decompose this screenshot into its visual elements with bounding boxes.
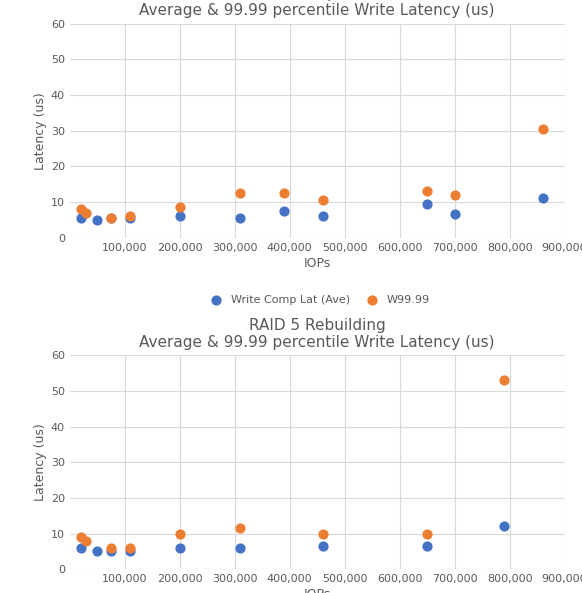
Title: RAID 5 Rebuilding
Average & 99.99 percentile Write Latency (us): RAID 5 Rebuilding Average & 99.99 percen… (140, 318, 495, 350)
W99.99 (423, 187, 432, 196)
Write Comp Lat (Ave) (175, 212, 184, 221)
Write Comp Lat (Ave) (76, 543, 86, 553)
W99.99 (318, 196, 327, 205)
Write Comp Lat (Ave) (236, 213, 245, 223)
Write Comp Lat (Ave) (538, 194, 547, 203)
W99.99 (76, 533, 86, 542)
Write Comp Lat (Ave) (107, 547, 116, 556)
Write Comp Lat (Ave) (76, 213, 86, 223)
Write Comp Lat (Ave) (499, 522, 509, 531)
Write Comp Lat (Ave) (93, 547, 102, 556)
Write Comp Lat (Ave) (126, 213, 135, 223)
W99.99 (236, 524, 245, 533)
Write Comp Lat (Ave) (107, 213, 116, 223)
Title: RAID 5 Optimal
Average & 99.99 percentile Write Latency (us): RAID 5 Optimal Average & 99.99 percentil… (140, 0, 495, 18)
Write Comp Lat (Ave) (279, 206, 289, 216)
W99.99 (126, 543, 135, 553)
Write Comp Lat (Ave) (318, 541, 327, 551)
W99.99 (279, 189, 289, 198)
W99.99 (175, 203, 184, 212)
Write Comp Lat (Ave) (318, 212, 327, 221)
Y-axis label: Latency (us): Latency (us) (34, 423, 47, 501)
Write Comp Lat (Ave) (93, 215, 102, 225)
W99.99 (423, 529, 432, 538)
W99.99 (450, 190, 459, 200)
Write Comp Lat (Ave) (236, 543, 245, 553)
Write Comp Lat (Ave) (126, 547, 135, 556)
W99.99 (236, 189, 245, 198)
W99.99 (499, 375, 509, 385)
X-axis label: IOPs: IOPs (304, 588, 331, 593)
Legend: Write Comp Lat (Ave), W99.99: Write Comp Lat (Ave), W99.99 (201, 291, 434, 309)
Y-axis label: Latency (us): Latency (us) (34, 92, 47, 170)
W99.99 (107, 543, 116, 553)
W99.99 (538, 124, 547, 133)
W99.99 (76, 205, 86, 214)
Write Comp Lat (Ave) (423, 199, 432, 209)
Write Comp Lat (Ave) (423, 541, 432, 551)
X-axis label: IOPs: IOPs (304, 257, 331, 270)
W99.99 (81, 536, 91, 546)
Write Comp Lat (Ave) (175, 543, 184, 553)
W99.99 (107, 213, 116, 223)
W99.99 (81, 208, 91, 218)
W99.99 (318, 529, 327, 538)
Write Comp Lat (Ave) (450, 210, 459, 219)
W99.99 (175, 529, 184, 538)
W99.99 (126, 212, 135, 221)
